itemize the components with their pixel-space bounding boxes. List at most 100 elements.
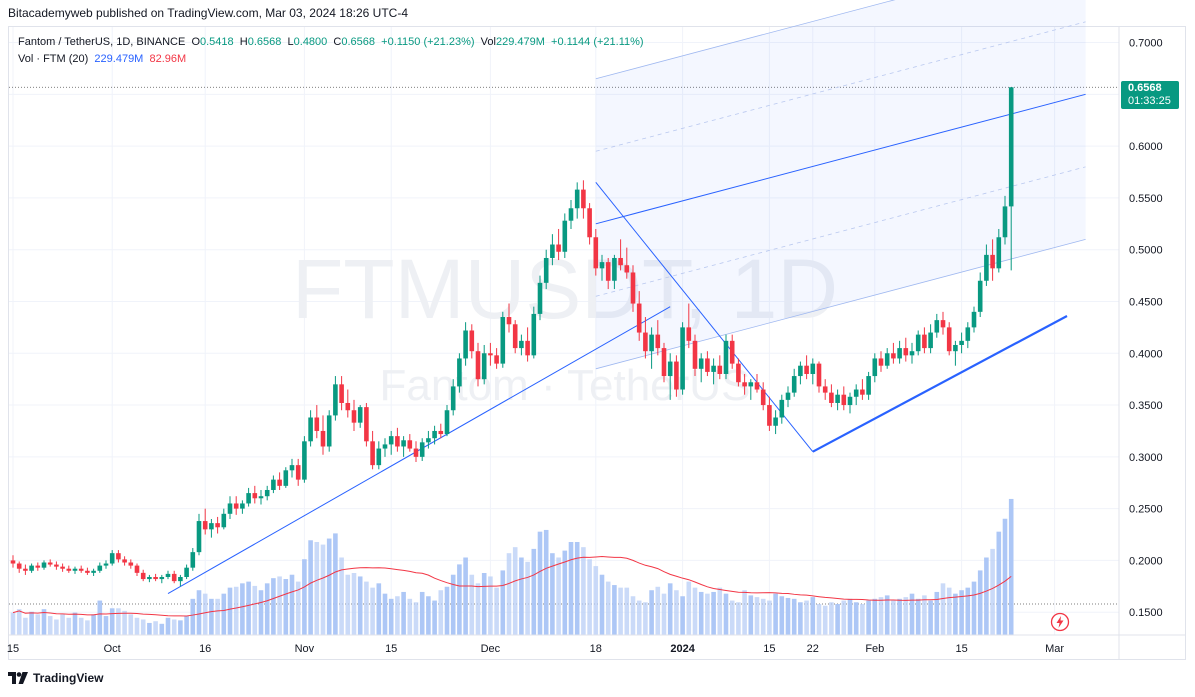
publisher-line: Bitacademyweb published on TradingView.c…: [8, 6, 409, 20]
volume-bar: [816, 604, 822, 635]
price-tick-label: 0.1500: [1129, 607, 1163, 619]
candle-body: [624, 265, 630, 273]
volume-bar: [829, 602, 834, 635]
volume-bar: [822, 605, 828, 635]
flash-icon[interactable]: [1050, 612, 1070, 632]
volume-bar: [729, 600, 735, 635]
candle-body: [965, 327, 971, 341]
price-tick-label: 0.3000: [1129, 452, 1163, 464]
price-tick-label: 0.5500: [1129, 193, 1163, 205]
candle-body: [829, 392, 834, 403]
bar-countdown: 01:33:25: [1128, 95, 1171, 107]
candle-body: [277, 479, 282, 486]
candle-body: [16, 563, 22, 569]
volume-bar: [41, 609, 47, 635]
candle-body: [587, 208, 592, 238]
volume-bar: [407, 598, 413, 635]
candle-body: [996, 237, 1002, 269]
candle-body: [469, 330, 475, 352]
volume-bar: [550, 553, 555, 635]
candle-body: [872, 358, 878, 377]
candles: [10, 87, 1014, 587]
volume-bar: [667, 583, 673, 635]
last-price: 0.6568: [1128, 82, 1162, 94]
candle-body: [698, 358, 704, 369]
volume-bar: [605, 581, 611, 635]
candle-body: [636, 303, 642, 333]
trend-line-drop: [595, 182, 814, 452]
volume-bar: [798, 602, 803, 635]
candle-body: [103, 563, 109, 566]
candle-body: [364, 407, 369, 442]
candle-body: [184, 567, 189, 577]
volume-bar: [760, 598, 766, 635]
candle-body: [519, 340, 524, 349]
candle-body: [847, 396, 853, 406]
volume-bar: [841, 600, 847, 635]
volume-bar: [754, 597, 760, 635]
candle-body: [692, 340, 698, 369]
volume-bar: [221, 593, 227, 635]
candle-body: [357, 407, 363, 423]
candle-body: [271, 479, 276, 490]
footer-brand[interactable]: TradingView: [8, 671, 103, 685]
pitchfork-channel[interactable]: [595, 0, 1086, 370]
candle-body: [227, 503, 233, 514]
volume-bar: [326, 538, 332, 635]
candle-body: [717, 365, 723, 374]
volume-bar: [649, 590, 654, 635]
candle-body: [171, 573, 177, 582]
volume-bar: [122, 610, 127, 635]
candle-body: [723, 340, 729, 374]
price-tick-label: 0.4500: [1129, 296, 1163, 308]
trend-lines[interactable]: [167, 182, 1068, 595]
price-axis[interactable]: 0.70000.65000.60000.55000.50000.45000.40…: [1118, 27, 1163, 660]
legend-o-label: O: [191, 36, 200, 48]
candle-body: [488, 353, 493, 356]
legend-symbol[interactable]: Fantom / TetherUS, 1D, BINANCE: [18, 36, 186, 48]
volume-bar: [227, 587, 233, 635]
price-tick-label: 0.6000: [1129, 141, 1163, 153]
candle-body: [91, 570, 96, 573]
candle-body: [791, 376, 797, 393]
legend-ohlc: Fantom / TetherUS, 1D, BINANCE O0.5418 H…: [18, 36, 644, 48]
volume-ma-line: [12, 556, 1012, 617]
candle-body: [531, 313, 537, 356]
legend-open: 0.5418: [200, 36, 234, 48]
volume-bar: [519, 557, 524, 635]
candle-body: [649, 334, 654, 352]
legend-volume-ma: Vol · FTM (20) 229.479M 82.96M: [18, 53, 186, 65]
legend-ma-label[interactable]: Vol · FTM (20): [18, 53, 89, 65]
volume-bar: [971, 581, 977, 635]
volume-bar: [537, 531, 543, 635]
time-tick-label: 15: [385, 643, 397, 655]
chart-frame[interactable]: [8, 26, 1186, 660]
volume-bar: [314, 542, 320, 635]
volume-bar: [661, 593, 667, 635]
volume-bar: [698, 591, 704, 635]
time-tick-label: Dec: [481, 643, 501, 655]
volume-bar: [339, 557, 344, 635]
candle-body: [202, 521, 208, 530]
candle-body: [209, 523, 214, 530]
volume-bar: [97, 600, 103, 635]
volume-bar: [593, 566, 599, 635]
candle-body: [153, 576, 158, 580]
candle-body: [66, 568, 72, 571]
volume-bar: [779, 596, 785, 635]
candle-body: [903, 348, 909, 356]
channel-upper-line: [595, 0, 896, 80]
volume-bar: [364, 581, 369, 635]
candle-body: [630, 272, 636, 304]
candle-body: [915, 334, 921, 352]
candle-body: [680, 327, 685, 390]
volume-bar: [258, 590, 264, 635]
time-axis[interactable]: 15 Oct 16 Nov 15 Dec 18 2024 15 22 Feb 15 Mar: [7, 634, 1186, 655]
candle-body: [47, 562, 53, 565]
volume-bar: [209, 598, 214, 635]
candle-body: [382, 444, 388, 449]
volume-bar: [85, 620, 90, 635]
candle-body: [289, 465, 295, 471]
volume-bar: [853, 602, 859, 635]
